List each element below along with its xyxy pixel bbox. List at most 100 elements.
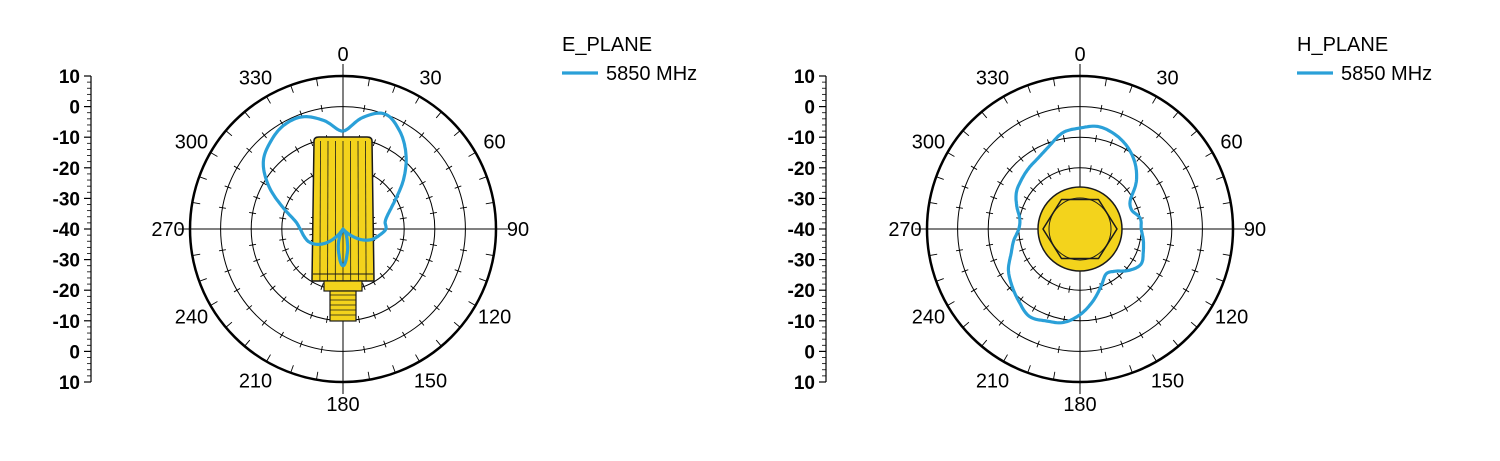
radial-tick — [1016, 238, 1024, 241]
radial-tick — [1205, 152, 1213, 157]
radial-tick — [192, 253, 201, 257]
angle-label: 120 — [478, 307, 511, 329]
radial-tick — [1216, 176, 1224, 180]
radial-tick — [225, 130, 233, 137]
radial-tick — [244, 111, 251, 119]
radial-tick — [1191, 185, 1199, 189]
radial-tick — [997, 180, 1004, 186]
radial-tick — [399, 155, 405, 162]
radial-tick — [460, 249, 468, 252]
radial-tick — [1182, 165, 1190, 170]
radial-tick — [955, 206, 963, 209]
radial-tick — [218, 206, 226, 209]
radial-tick — [1104, 78, 1108, 87]
radial-tick — [1027, 365, 1031, 373]
radial-tick — [225, 321, 233, 328]
radial-tick — [1108, 172, 1113, 180]
radial-tick — [453, 321, 461, 328]
scale-tick-label: 10 — [794, 373, 815, 394]
legend-title: E_PLANE — [562, 34, 652, 56]
radial-tick — [1003, 354, 1008, 362]
radial-tick — [281, 296, 287, 303]
radial-tick — [1170, 305, 1177, 311]
radial-tick — [397, 206, 404, 210]
radial-tick — [399, 238, 407, 241]
radial-tick — [1129, 365, 1133, 373]
radial-tick — [1222, 253, 1231, 257]
angle-label: 0 — [1074, 44, 1085, 66]
radial-tick — [279, 217, 287, 220]
scale-tick-label: 10 — [794, 67, 815, 88]
radial-tick — [1100, 104, 1103, 112]
radial-tick — [1147, 167, 1154, 173]
radial-tick — [1089, 285, 1092, 293]
antenna-side-icon — [311, 136, 375, 322]
radial-tick — [1136, 296, 1142, 303]
radial-tick — [1205, 301, 1213, 306]
radial-tick — [485, 201, 494, 205]
radial-tick — [425, 195, 433, 200]
radial-tick — [1156, 132, 1162, 139]
antenna-rib — [319, 140, 321, 282]
radial-tick — [460, 206, 468, 209]
radial-tick — [1047, 278, 1052, 286]
radial-tick — [1166, 243, 1174, 246]
radial-tick — [1030, 187, 1037, 193]
radial-tick — [1057, 104, 1060, 112]
radial-tick — [372, 311, 377, 319]
radial-tick — [468, 301, 476, 306]
legend-entry: 5850 MHz — [1341, 63, 1432, 85]
radial-tick — [260, 272, 267, 278]
radial-tick — [386, 265, 393, 271]
radial-tick — [435, 111, 442, 119]
angle-label: 30 — [419, 67, 441, 89]
radial-tick — [1170, 147, 1177, 153]
radial-tick — [1003, 96, 1008, 104]
antenna-top-icon — [1037, 186, 1123, 272]
radial-tick — [1036, 110, 1040, 118]
angle-label: 90 — [1244, 219, 1266, 241]
radial-tick — [1116, 179, 1122, 186]
radial-tick — [983, 305, 990, 311]
radial-tick — [1129, 85, 1133, 93]
radial-tick — [392, 85, 396, 93]
radial-tick — [320, 104, 323, 112]
scale-tick-label: -10 — [788, 312, 815, 333]
radial-tick — [1172, 339, 1179, 347]
radial-tick — [293, 187, 300, 193]
scale-tick-label: -10 — [53, 312, 80, 333]
angle-label: 270 — [151, 219, 184, 241]
radial-tick — [233, 288, 241, 293]
radial-tick — [224, 269, 232, 273]
radial-tick — [1019, 248, 1026, 252]
antenna-nut — [323, 280, 363, 292]
angle-label: 270 — [888, 219, 921, 241]
radial-tick — [246, 147, 253, 153]
radial-tick — [1129, 257, 1137, 262]
radial-tick — [309, 311, 314, 319]
radial-tick — [981, 111, 988, 119]
radial-tick — [1031, 305, 1037, 312]
antenna-top-hex — [1042, 198, 1118, 260]
radial-tick — [1222, 201, 1231, 205]
scale-tick-label: -20 — [53, 281, 80, 302]
radial-tick — [210, 301, 218, 306]
radial-tick — [246, 305, 253, 311]
radial-tick — [362, 283, 366, 290]
radial-tick — [260, 180, 267, 186]
radial-tick — [320, 346, 323, 354]
radial-tick — [402, 331, 407, 339]
radial-tick — [386, 305, 392, 312]
radial-tick — [326, 315, 329, 323]
scale-tick-label: -20 — [53, 159, 80, 180]
radial-tick — [290, 365, 294, 373]
radial-tick — [1152, 96, 1157, 104]
radial-tick — [997, 272, 1004, 278]
angle-label: 60 — [1220, 132, 1242, 154]
scale-tick-label: 0 — [69, 98, 80, 119]
radial-tick — [301, 179, 307, 186]
radial-tick — [1038, 272, 1044, 279]
radial-tick — [1162, 258, 1170, 263]
legend-title: H_PLANE — [1297, 34, 1388, 56]
angle-label: 150 — [1151, 371, 1184, 393]
